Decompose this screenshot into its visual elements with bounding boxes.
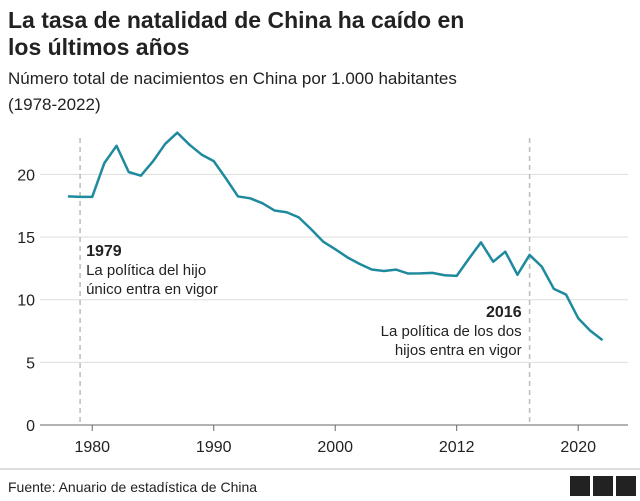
logo-box	[593, 476, 613, 496]
x-tick-label: 2000	[317, 439, 353, 456]
y-tick-label: 20	[17, 167, 35, 184]
annotation-text: La política del hijo	[86, 262, 206, 279]
chart-title: los últimos años	[8, 34, 189, 60]
x-tick-label: 2020	[560, 439, 596, 456]
logo-letter: B	[598, 479, 608, 495]
logo-letter: B	[575, 479, 585, 495]
annotation-title: 2016	[486, 304, 522, 321]
annotation-text: La política de los dos	[381, 323, 522, 340]
y-tick-label: 0	[26, 418, 35, 435]
logo-letter: C	[621, 479, 631, 495]
y-tick-label: 5	[26, 355, 35, 372]
y-tick-label: 10	[17, 293, 35, 310]
y-tick-label: 15	[17, 230, 35, 247]
logo-box	[616, 476, 636, 496]
logo-box	[570, 476, 590, 496]
chart-subtitle: (1978-2022)	[8, 95, 101, 114]
line	[67, 131, 604, 342]
x-tick-label: 1990	[196, 439, 232, 456]
chart-title: La tasa de natalidad de China ha caído e…	[8, 7, 464, 33]
chart-subtitle: Número total de nacimientos en China por…	[8, 69, 457, 88]
annotation-text: único entra en vigor	[86, 281, 218, 298]
x-tick-label: 2012	[439, 439, 475, 456]
source: Fuente: Anuario de estadística de China	[8, 479, 257, 495]
annotation-title: 1979	[86, 243, 122, 260]
x-tick-label: 1980	[74, 439, 110, 456]
annotation-text: hijos entra en vigor	[395, 342, 522, 359]
